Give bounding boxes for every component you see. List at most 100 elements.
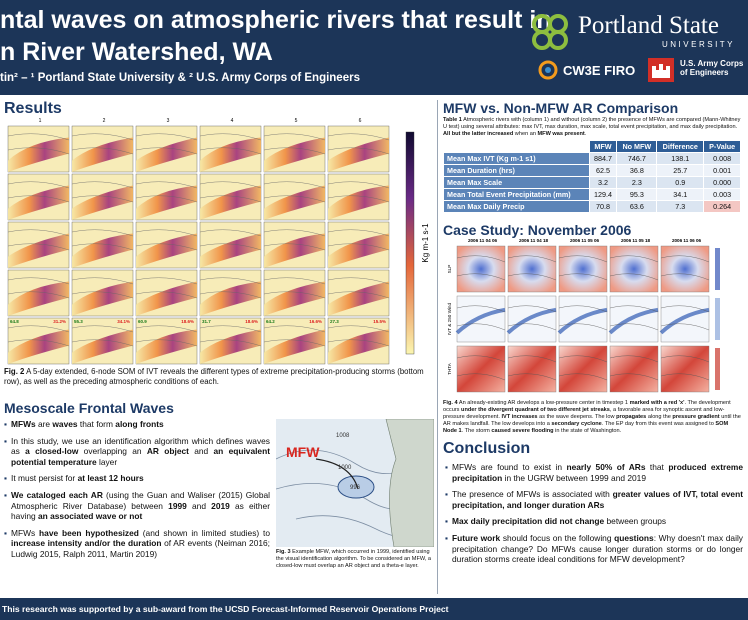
column-header: Difference [656, 140, 705, 153]
usace-line: of Engineers [680, 67, 729, 77]
ivt-band [455, 307, 506, 335]
colorbar [715, 348, 720, 390]
map-contour [263, 181, 326, 203]
text-run: All but the latter increased [443, 131, 514, 137]
text-run: 1999 [168, 500, 187, 511]
column-label: 2006 11 05 18 [621, 238, 651, 243]
row-label: IVT & 250 Wind [447, 303, 452, 336]
row-header: Mean Max Scale [443, 176, 590, 189]
text-run: greater values of IVT, total event preci… [452, 489, 743, 510]
text-run: that [645, 462, 669, 472]
map-contour [199, 277, 262, 299]
column-label: 3 [167, 118, 170, 124]
text-run: waves [52, 419, 78, 429]
text-run: . The development occurs [443, 400, 731, 413]
usace-label: U.S. Army Corps of Engineers [680, 59, 743, 77]
map-contour [327, 277, 390, 299]
map-contour [456, 255, 506, 281]
table-cell: 0.264 [703, 200, 741, 213]
text-run: : Why doesn't max daily precipitation ch… [452, 532, 743, 565]
map-panel [609, 245, 659, 293]
authors: tin² – ¹ Portland State University & ² U… [0, 72, 360, 84]
map-ivt [200, 137, 261, 172]
map-panel [456, 345, 506, 393]
map-panel [660, 245, 710, 293]
text-run: . The EP day from this event was assigne… [601, 421, 716, 427]
panel-label: 27.3 [330, 319, 339, 324]
bullet: We cataloged each AR (using the Guan and… [4, 490, 270, 522]
text-run: An already-existing AR develops a low-pr… [457, 400, 630, 406]
map-contour [507, 305, 557, 331]
table-cell: 746.7 [616, 152, 658, 165]
map-ivt [200, 233, 261, 268]
text-run: Table 1 [443, 117, 462, 123]
map-contour [456, 355, 506, 381]
map-panel [609, 345, 659, 393]
map-contour [456, 305, 506, 331]
map-ivt [136, 233, 197, 268]
map-ivt [264, 233, 325, 268]
row-header: Mean Total Event Precipitation (mm) [443, 188, 590, 201]
map-contour [7, 277, 70, 299]
column-header: P-Value [703, 140, 741, 153]
panel-label: 64.8 [10, 319, 19, 324]
map-contour [135, 181, 198, 203]
text-run: a closed-low [25, 446, 79, 457]
text-run: until the AR makes landfall. The low dev… [443, 414, 741, 427]
map-contour [263, 325, 326, 347]
bullet-list: MFWs are found to exist in nearly 50% of… [445, 462, 743, 571]
table-cell: 138.1 [656, 152, 705, 165]
map-contour [609, 305, 659, 331]
text-run: MFWs [11, 527, 40, 538]
map-ivt [328, 137, 389, 172]
colorbar [405, 131, 415, 355]
map-ivt [72, 137, 133, 172]
text-run: A 5-day extended, 6-node SOM of IVT reve… [4, 367, 424, 386]
map-contour [7, 325, 70, 347]
text-run: . The storm [461, 428, 492, 434]
colorbar-label: Kg m-1 s-1 [421, 223, 430, 263]
panel-label: 60.9 [138, 319, 147, 324]
bullet: MFWs are waves that form along fronts [4, 419, 270, 430]
caption: Fig. 3 Example MFW, which occurred in 19… [276, 549, 432, 570]
caption: Fig. 4 An already-existing AR develops a… [443, 400, 743, 435]
map-contour [507, 355, 557, 381]
text-run: Future work [452, 532, 501, 543]
text-run: under the divergent quadrant of two diff… [461, 407, 610, 413]
table-cell: 3.2 [588, 176, 618, 189]
table-row: Mean Max Daily Precip 70.8 63.6 7.3 0.264 [443, 200, 741, 213]
text-run: secondary cyclone [551, 421, 602, 427]
text-run: MFWs are found to exist in [452, 462, 567, 472]
map-contour [199, 181, 262, 203]
text-run: Fig. 3 [276, 549, 291, 555]
map-ivt [328, 329, 389, 364]
column-label: 2006 11 05 06 [570, 238, 600, 243]
map-ivt [136, 329, 197, 364]
map-contour [327, 181, 390, 203]
text-run: and [188, 446, 214, 457]
text-run: propagates [616, 414, 647, 420]
row-label: SLP [447, 265, 452, 274]
map-ivt [264, 137, 325, 172]
section-heading: Results [4, 100, 62, 117]
text-run: an associated wave or not [38, 511, 143, 522]
text-run: of AR events (Neiman 2016; Ludwig 2015, … [11, 538, 270, 559]
map-contour [199, 229, 262, 251]
map-ivt [72, 185, 133, 220]
section-heading: Conclusion [443, 440, 531, 457]
table-row: Mean Duration (hrs) 62.5 36.8 25.7 0.001 [443, 164, 741, 177]
text-run: increase intensity and/or the duration [11, 538, 162, 549]
table-cell: 63.6 [616, 200, 658, 213]
map-ivt [328, 185, 389, 220]
cw3e-icon [538, 60, 558, 80]
text-run: pressure gradient [672, 414, 720, 420]
section-heading: Case Study: November 2006 [443, 222, 632, 238]
panel-label: 55.3 [74, 319, 83, 324]
map-ivt [72, 329, 133, 364]
map-contour [558, 355, 608, 381]
text-run: MFWs [11, 419, 36, 429]
panel-label: 18.6% [245, 319, 258, 324]
ivt-band [608, 307, 659, 335]
table-cell: 25.7 [656, 164, 705, 177]
table-cell: 0.003 [703, 188, 741, 201]
